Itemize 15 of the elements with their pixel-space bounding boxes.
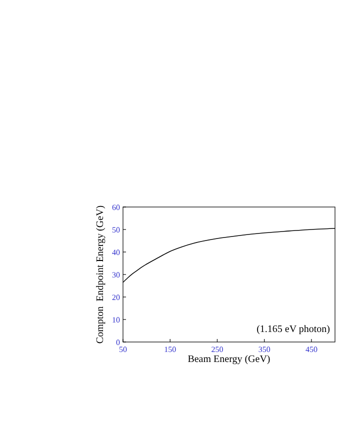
y-tick-label: 30 <box>112 270 120 280</box>
y-tick-label: 0 <box>116 338 120 347</box>
y-tick-label: 40 <box>112 248 120 257</box>
annotation: (1.165 eV photon) <box>256 324 330 335</box>
y-tick-label: 50 <box>112 226 120 234</box>
x-tick-label: 150 <box>164 345 176 354</box>
y-tick-label: 10 <box>112 316 120 324</box>
x-tick-label: 250 <box>211 345 224 354</box>
x-tick-label: 450 <box>305 345 318 354</box>
y-tick-label: 60 <box>112 203 120 212</box>
y-axis-title: Compton Endpoint Energy (GeV) <box>95 205 106 344</box>
x-axis-title: Beam Energy (GeV) <box>188 354 270 365</box>
x-tick-label: 50 <box>119 345 127 354</box>
y-tick-label: 20 <box>112 293 120 302</box>
x-tick-label: 350 <box>258 345 270 354</box>
